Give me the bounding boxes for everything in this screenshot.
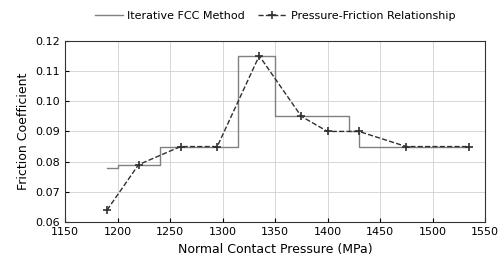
- X-axis label: Normal Contact Pressure (MPa): Normal Contact Pressure (MPa): [178, 243, 372, 256]
- Y-axis label: Friction Coefficient: Friction Coefficient: [17, 73, 30, 190]
- Legend: Iterative FCC Method, Pressure-Friction Relationship: Iterative FCC Method, Pressure-Friction …: [90, 6, 460, 25]
